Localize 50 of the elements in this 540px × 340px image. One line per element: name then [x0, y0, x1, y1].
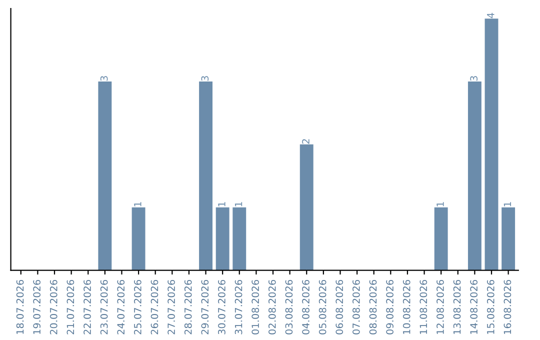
x-tick-label: 11.08.2026: [420, 280, 428, 334]
x-tick-label: 10.08.2026: [402, 280, 410, 334]
x-tick-label: 13.08.2026: [453, 280, 461, 334]
data-label: 1: [436, 202, 444, 206]
x-tick-label: 31.07.2026: [234, 280, 242, 334]
x-tick-label: 30.07.2026: [218, 280, 226, 334]
bar: [502, 207, 516, 270]
x-tick-label: 15.08.2026: [486, 280, 494, 334]
x-tick-label: 09.08.2026: [386, 280, 394, 334]
bar: [300, 144, 314, 270]
x-tick-label: 01.08.2026: [252, 280, 260, 334]
x-tick-label: 18.07.2026: [16, 280, 24, 334]
x-tick-label: 19.07.2026: [33, 280, 41, 334]
data-label: 3: [201, 76, 209, 81]
data-label: 3: [470, 76, 478, 81]
x-tick-label: 23.07.2026: [100, 280, 108, 334]
bar: [132, 207, 146, 270]
data-label: 2: [302, 139, 310, 144]
x-tick-label: 22.07.2026: [84, 280, 91, 334]
x-tick-label: 04.08.2026: [302, 280, 310, 334]
x-tick-label: 07.08.2026: [352, 280, 360, 334]
x-tick-label: 21.07.2026: [66, 280, 74, 334]
x-tick-label: 28.07.2026: [184, 280, 192, 334]
data-label: 1: [134, 202, 142, 206]
x-tick-label: 12.08.2026: [436, 280, 444, 334]
x-tick-label: 03.08.2026: [285, 280, 293, 334]
x-tick-label: 05.08.2026: [318, 280, 326, 334]
x-tick-label: 26.07.2026: [150, 280, 158, 334]
data-label: 3: [100, 76, 108, 81]
x-tick-label: 27.07.2026: [168, 280, 175, 334]
bar: [199, 82, 212, 270]
bar: [216, 207, 230, 270]
data-label: 1: [218, 202, 226, 206]
bar: [434, 207, 448, 270]
bar: [484, 18, 498, 270]
x-tick-label: 29.07.2026: [201, 280, 209, 334]
x-tick-label: 16.08.2026: [504, 280, 512, 334]
data-label: 4: [487, 12, 494, 18]
x-tick-label: 08.08.2026: [369, 280, 377, 334]
x-tick-label: 06.08.2026: [336, 280, 344, 334]
bar: [232, 207, 246, 270]
bar: [98, 82, 112, 270]
data-label: 1: [234, 202, 242, 206]
x-tick-label: 25.07.2026: [134, 280, 142, 334]
bar: [468, 82, 482, 270]
x-tick-label: 14.08.2026: [470, 280, 478, 334]
x-tick-label: 24.07.2026: [117, 280, 125, 334]
data-label: 1: [504, 202, 511, 206]
x-tick-label: 02.08.2026: [268, 280, 276, 334]
x-tick-label: 20.07.2026: [50, 280, 58, 334]
